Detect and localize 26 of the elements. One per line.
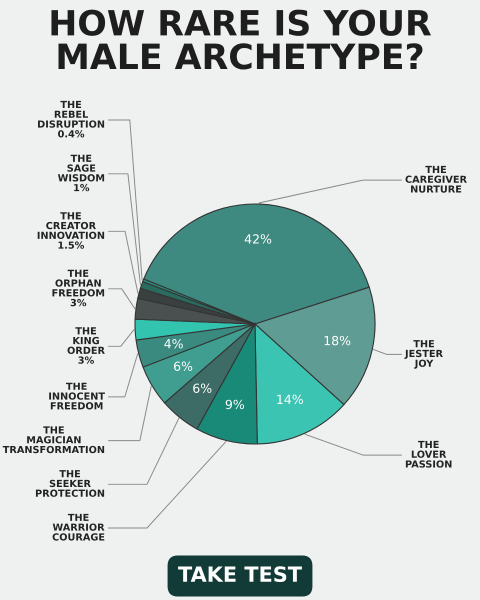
data-label: 3% bbox=[78, 356, 94, 364]
slice-label: THE KING ORDER bbox=[68, 327, 105, 354]
slice-label: THE WARRIOR COURAGE bbox=[52, 514, 104, 541]
slice-label: THE REBEL DISRUPTION bbox=[38, 100, 104, 128]
data-label: 1% bbox=[74, 184, 90, 192]
slice-label: THE SEEKER PROTECTION bbox=[36, 470, 104, 497]
data-label: 3% bbox=[70, 298, 86, 306]
data-label: 18% bbox=[324, 336, 350, 346]
data-label: 1.5% bbox=[58, 241, 84, 249]
data-label: 6% bbox=[193, 384, 212, 393]
slice-label: THE INNOCENT FREEDOM bbox=[49, 382, 105, 410]
slice-label: THE ORPHAN FREEDOM bbox=[52, 270, 104, 297]
slice-label: THE LOVER PASSION bbox=[406, 440, 452, 468]
data-label: 9% bbox=[226, 400, 244, 410]
data-label: 0.4% bbox=[58, 130, 84, 138]
data-label: 42% bbox=[244, 234, 272, 244]
slice-label: THE SAGE WISDOM bbox=[58, 154, 104, 182]
chart-title: HOW RARE IS YOUR MALE ARCHETYPE? bbox=[51, 10, 432, 70]
slice-label: THE CREATOR INNOVATION bbox=[38, 212, 104, 240]
slice-label: THE MAGICIAN TRANSFORMATION bbox=[2, 426, 104, 454]
data-label: 4% bbox=[164, 339, 183, 348]
data-label: 6% bbox=[174, 361, 192, 371]
data-label: 14% bbox=[277, 394, 303, 404]
slice-label: THE CAREGIVER NURTURE bbox=[405, 166, 467, 193]
text: TAKE TEST bbox=[178, 566, 302, 582]
slice-label: THE JESTER JOY bbox=[404, 340, 443, 369]
